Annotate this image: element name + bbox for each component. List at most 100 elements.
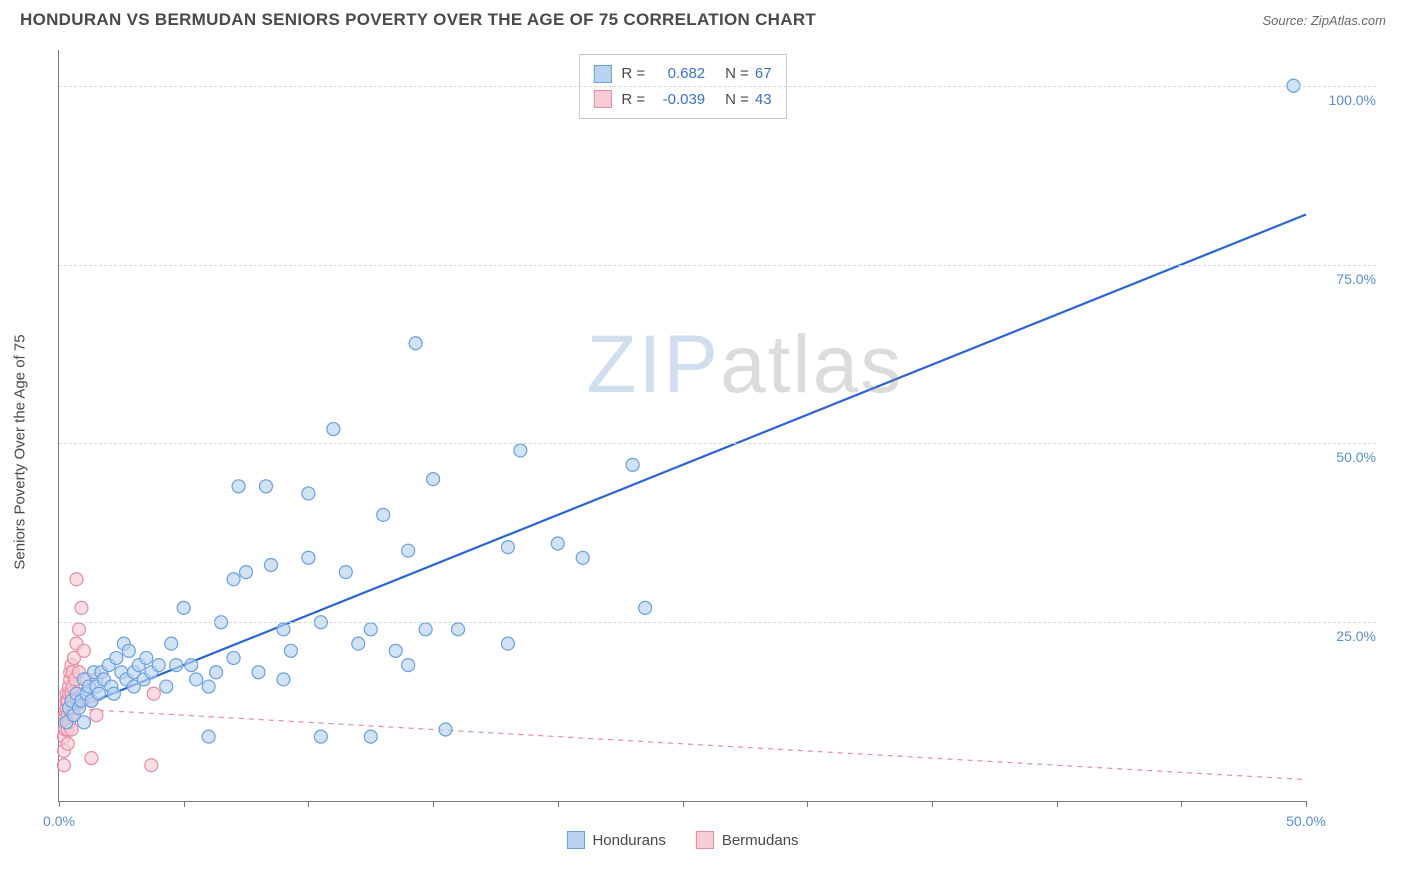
legend-label: Bermudans [722, 832, 799, 849]
data-point [185, 659, 198, 672]
gridline [59, 265, 1376, 266]
data-point [85, 752, 98, 765]
data-point [227, 573, 240, 586]
data-point [501, 541, 514, 554]
gridline [59, 622, 1376, 623]
stats-row: R =-0.039 N = 43 [593, 87, 771, 113]
plot-region: ZIPatlas R =0.682N = 67R =-0.039N = 43 H… [58, 50, 1306, 802]
data-point [77, 644, 90, 657]
chart-header: HONDURAN VS BERMUDAN SENIORS POVERTY OVE… [0, 0, 1406, 34]
legend-swatch [593, 65, 611, 83]
data-point [145, 759, 158, 772]
trend-line [59, 708, 1306, 780]
data-point [227, 651, 240, 664]
x-tick [308, 801, 309, 807]
data-point [260, 480, 273, 493]
legend-item: Hondurans [566, 831, 665, 849]
r-value: -0.039 [651, 87, 705, 113]
r-label: R = [621, 87, 645, 113]
data-point [152, 659, 165, 672]
data-point [92, 687, 105, 700]
legend-swatch [696, 831, 714, 849]
data-point [314, 730, 327, 743]
r-label: R = [621, 61, 645, 87]
data-point [277, 673, 290, 686]
x-tick [1057, 801, 1058, 807]
data-point [514, 444, 527, 457]
x-tick-label: 0.0% [43, 813, 75, 829]
data-point [284, 644, 297, 657]
data-point [277, 623, 290, 636]
y-tick-label: 25.0% [1336, 628, 1376, 644]
data-point [140, 651, 153, 664]
x-tick [558, 801, 559, 807]
x-tick [59, 801, 60, 807]
data-point [576, 551, 589, 564]
n-value: 43 [755, 87, 772, 113]
plot-svg [59, 50, 1306, 801]
bottom-legend: Hondurans Bermudans [566, 831, 798, 849]
x-tick [1181, 801, 1182, 807]
data-point [77, 716, 90, 729]
data-point [409, 337, 422, 350]
data-point [165, 637, 178, 650]
data-point [327, 423, 340, 436]
data-point [70, 573, 83, 586]
x-tick [433, 801, 434, 807]
data-point [302, 487, 315, 500]
x-tick [932, 801, 933, 807]
legend-item: Bermudans [696, 831, 799, 849]
data-point [147, 687, 160, 700]
x-tick [1306, 801, 1307, 807]
data-point [122, 644, 135, 657]
data-point [202, 730, 215, 743]
data-point [439, 723, 452, 736]
data-point [252, 666, 265, 679]
y-tick-label: 50.0% [1336, 449, 1376, 465]
r-value: 0.682 [651, 61, 705, 87]
data-point [264, 558, 277, 571]
y-tick-label: 100.0% [1329, 92, 1376, 108]
trend-line [59, 215, 1306, 716]
x-tick-label: 50.0% [1286, 813, 1326, 829]
chart-source: Source: ZipAtlas.com [1262, 13, 1386, 28]
data-point [389, 644, 402, 657]
gridline [59, 86, 1376, 87]
n-label: N = [725, 87, 749, 113]
legend-swatch [593, 90, 611, 108]
data-point [57, 759, 70, 772]
data-point [160, 680, 173, 693]
data-point [402, 659, 415, 672]
data-point [551, 537, 564, 550]
data-point [232, 480, 245, 493]
data-point [639, 601, 652, 614]
x-tick [807, 801, 808, 807]
data-point [352, 637, 365, 650]
data-point [364, 730, 377, 743]
data-point [190, 673, 203, 686]
chart-area: Seniors Poverty Over the Age of 75 ZIPat… [20, 42, 1386, 862]
n-label: N = [725, 61, 749, 87]
stats-row: R =0.682 N = 67 [593, 61, 771, 87]
data-point [427, 473, 440, 486]
data-point [452, 623, 465, 636]
data-point [202, 680, 215, 693]
data-point [402, 544, 415, 557]
data-point [72, 623, 85, 636]
legend-label: Hondurans [592, 832, 665, 849]
data-point [339, 566, 352, 579]
source-name: ZipAtlas.com [1311, 13, 1386, 28]
x-tick [683, 801, 684, 807]
x-tick [184, 801, 185, 807]
n-value: 67 [755, 61, 772, 87]
gridline [59, 443, 1376, 444]
data-point [302, 551, 315, 564]
data-point [377, 508, 390, 521]
data-point [210, 666, 223, 679]
data-point [364, 623, 377, 636]
y-tick-label: 75.0% [1336, 271, 1376, 287]
source-prefix: Source: [1262, 13, 1310, 28]
data-point [419, 623, 432, 636]
data-point [177, 601, 190, 614]
data-point [501, 637, 514, 650]
